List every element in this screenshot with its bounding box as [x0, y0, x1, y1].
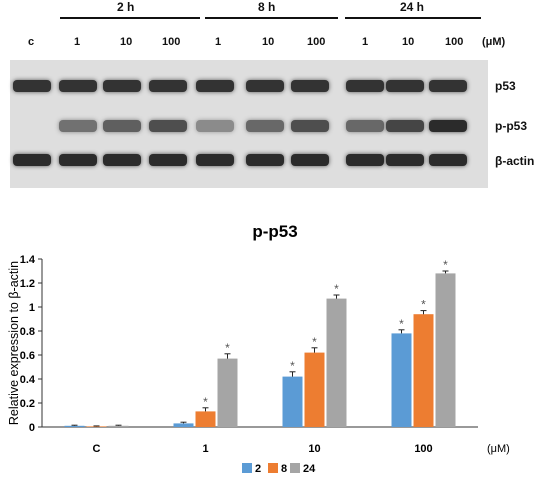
significance-marker: * [399, 317, 404, 331]
blot-band [346, 154, 384, 166]
x-tick-label: 1 [202, 443, 208, 455]
blot-band [291, 120, 329, 132]
significance-marker: * [443, 258, 448, 272]
blot-band [246, 120, 284, 132]
significance-marker: * [334, 282, 339, 296]
blot-band [291, 154, 329, 166]
bar [413, 314, 434, 427]
group-line-24h [345, 17, 481, 19]
legend-label: 2 [255, 463, 261, 475]
blot-band [196, 120, 234, 132]
significance-marker: * [203, 395, 208, 409]
x-tick-label: C [93, 443, 101, 455]
y-tick-label: 1 [29, 302, 35, 314]
blot-band [246, 154, 284, 166]
significance-marker: * [290, 359, 295, 373]
bar [435, 273, 456, 427]
significance-marker: * [421, 298, 426, 312]
bar [326, 298, 347, 427]
blot-band [429, 154, 467, 166]
blot-band [196, 80, 234, 92]
y-tick-label: 1.4 [20, 254, 36, 266]
legend-swatch [268, 463, 278, 473]
conc-label: 10 [120, 36, 133, 48]
x-tick-label: 100 [414, 443, 432, 455]
bar [86, 426, 107, 427]
blot-band [103, 80, 141, 92]
blot-image [10, 60, 488, 188]
row-label-p53: p53 [495, 79, 516, 93]
conc-label: 100 [445, 36, 464, 48]
blot-band [103, 154, 141, 166]
blot-band [103, 120, 141, 132]
bar [173, 423, 194, 427]
blot-band [346, 120, 384, 132]
blot-band [13, 80, 51, 92]
conc-label: 1 [215, 36, 222, 48]
y-tick-label: 0.8 [20, 326, 35, 338]
bar [304, 352, 325, 427]
bar [64, 425, 85, 427]
group-label-24h: 24 h [400, 0, 425, 14]
control-lane-label: c [28, 36, 35, 48]
unit-label: (μM) [482, 36, 506, 48]
group-line-8h [205, 17, 338, 19]
bar [108, 425, 129, 427]
conc-label: 1 [74, 36, 81, 48]
group-label-8h: 8 h [258, 0, 276, 14]
blot-band [149, 154, 187, 166]
blot-band [196, 154, 234, 166]
conc-label: 100 [162, 36, 181, 48]
y-tick-label: 0.6 [20, 350, 35, 362]
conc-label: 1 [362, 36, 369, 48]
blot-band [59, 154, 97, 166]
legend-label: 8 [281, 463, 287, 475]
blot-band [386, 154, 424, 166]
bar [391, 333, 412, 427]
blot-band [59, 120, 97, 132]
legend-swatch [290, 463, 300, 473]
legend-label: 24 [303, 463, 316, 475]
blot-band [386, 80, 424, 92]
blot-band [149, 80, 187, 92]
blot-band [429, 80, 467, 92]
group-line-2h [60, 17, 200, 19]
conc-label: 10 [402, 36, 415, 48]
y-tick-label: 0.4 [20, 374, 36, 386]
conc-label: 10 [262, 36, 275, 48]
row-label-p-p53: p-p53 [495, 119, 528, 133]
x-tick-label: 10 [308, 443, 320, 455]
bar [195, 411, 216, 427]
group-label-2h: 2 h [117, 0, 135, 14]
legend-swatch [242, 463, 252, 473]
significance-marker: * [225, 341, 230, 355]
blot-band [149, 120, 187, 132]
blot-band [59, 80, 97, 92]
bar [282, 376, 303, 427]
y-tick-label: 0.2 [20, 398, 35, 410]
chart-title: p-p53 [252, 222, 297, 241]
blot-band [429, 120, 467, 132]
blot-band [346, 80, 384, 92]
row-label-beta-actin: β-actin [495, 154, 535, 168]
conc-label: 100 [307, 36, 326, 48]
x-unit-label: (μM) [487, 443, 510, 455]
y-axis-label: Relative expression to β-actin [7, 261, 21, 425]
blot-band [246, 80, 284, 92]
blot-band [291, 80, 329, 92]
y-tick-label: 1.2 [20, 278, 35, 290]
blot-band [13, 154, 51, 166]
y-tick-label: 0 [29, 422, 35, 434]
blot-band [386, 120, 424, 132]
bar [217, 358, 238, 427]
significance-marker: * [312, 335, 317, 349]
